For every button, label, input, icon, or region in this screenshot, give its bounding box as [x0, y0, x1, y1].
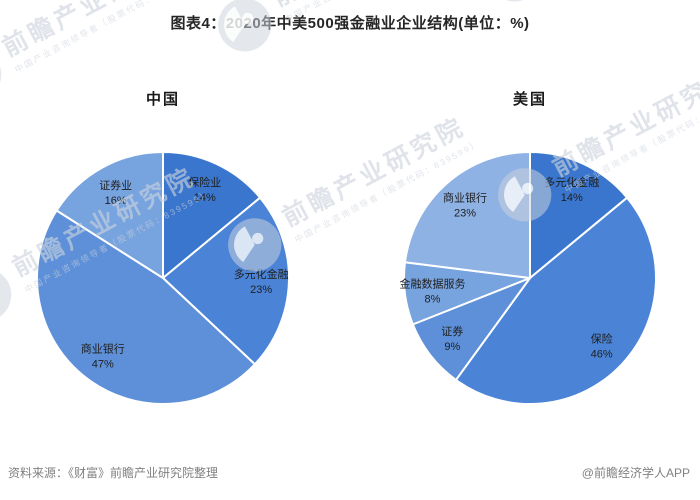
- credit-note: @前瞻经济学人APP: [581, 466, 690, 480]
- pie-usa: 多元化金融 14% 保险 46% 证券 9% 金融数据服务 8% 商业银行 23%: [400, 151, 657, 405]
- pie-title-china: 中国: [145, 91, 181, 108]
- slice-label-证券业: 证券业 16%: [99, 178, 132, 207]
- pie-title-usa: 美国: [512, 91, 548, 108]
- slice-label-商业银行: 商业银行 47%: [81, 342, 125, 371]
- pie-slice-商业银行: [36, 209, 256, 405]
- slice-label-商业银行: 商业银行 23%: [443, 190, 487, 219]
- slice-label-金融数据服务: 金融数据服务 8%: [400, 276, 466, 305]
- source-note: 资料来源：《财富》前瞻产业研究院整理: [8, 466, 219, 480]
- pie-slice-保险业: [162, 151, 262, 279]
- pie-china: 保险业 14%多元化金融 23%商业银行 47%证券业 16%: [36, 151, 290, 405]
- pie-slice-保险: [454, 196, 657, 405]
- slice-label-保险: 保险 46%: [591, 331, 613, 360]
- slice-label-证券: 证券 9%: [441, 324, 463, 353]
- slice-label-保险业: 保险业 14%: [188, 175, 221, 204]
- pie-slice-多元化金融: [529, 151, 629, 279]
- slice-label-多元化金融: 多元化金融 14%: [544, 175, 599, 204]
- pie-slice-证券业: [55, 151, 164, 279]
- footer: 资料来源：《财富》前瞻产业研究院整理 @前瞻经济学人APP: [0, 464, 700, 482]
